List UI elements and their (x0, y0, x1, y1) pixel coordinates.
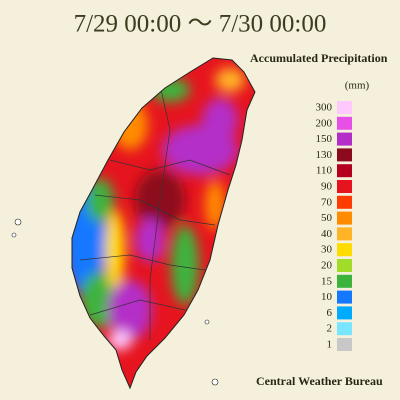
legend-swatch (337, 338, 352, 351)
legend-swatch (337, 274, 352, 288)
legend-swatch (337, 322, 352, 336)
legend-swatch (337, 116, 352, 130)
legend-label: 15 (321, 275, 333, 287)
coastline (71, 57, 256, 390)
legend-label: 40 (321, 228, 333, 240)
legend-label: 90 (321, 181, 333, 193)
legend-label: 200 (316, 117, 333, 129)
legend-label: 6 (327, 307, 333, 319)
legend-label: 30 (321, 244, 333, 256)
legend: 300 200 150 130 110 90 70 50 40 30 20 15 10 6 2 1 (316, 101, 352, 351)
title: 7/29 00:00 ～ 7/30 00:00 (74, 11, 327, 38)
legend-label: 70 (321, 196, 333, 208)
legend-swatch (337, 148, 352, 162)
legend-title: Accumulated Precipitation (250, 51, 388, 65)
legend-label: 2 (327, 323, 333, 335)
legend-swatch (337, 195, 352, 209)
legend-swatch (337, 290, 352, 304)
legend-label: 50 (321, 212, 333, 224)
legend-label: 10 (321, 291, 333, 303)
legend-swatch (337, 101, 352, 114)
islands (11, 218, 219, 386)
legend-swatch (337, 180, 352, 193)
legend-swatch (337, 243, 352, 257)
legend-label: 1 (327, 339, 333, 351)
legend-swatch (337, 259, 352, 272)
legend-label: 20 (321, 260, 333, 272)
credit: Central Weather Bureau (256, 374, 383, 388)
legend-swatch (337, 227, 352, 241)
legend-swatch (337, 132, 352, 146)
legend-swatch (337, 164, 352, 178)
legend-swatch (337, 306, 352, 320)
legend-label: 150 (316, 133, 333, 145)
legend-swatch (337, 211, 352, 225)
legend-unit: (mm) (345, 80, 370, 92)
legend-label: 130 (316, 149, 333, 161)
legend-label: 110 (316, 165, 333, 177)
legend-label: 300 (316, 102, 333, 114)
